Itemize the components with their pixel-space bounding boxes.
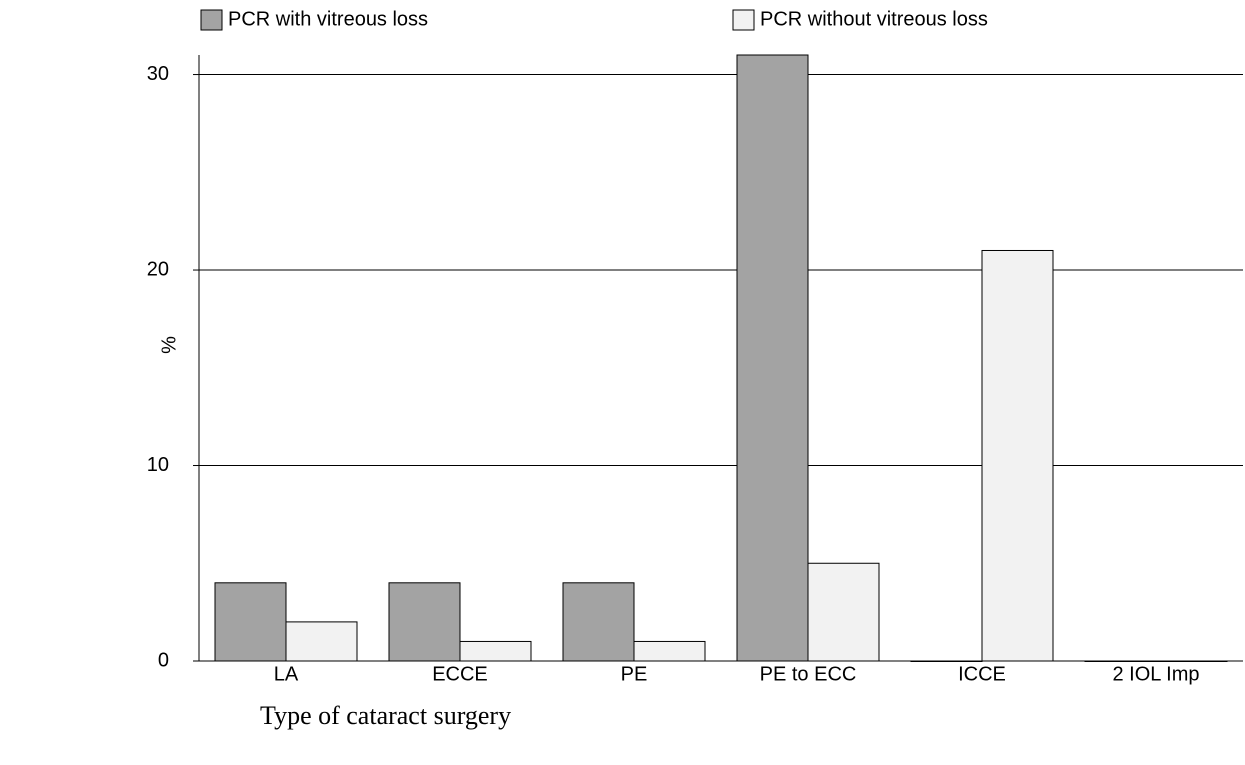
x-tick-label: LA	[274, 663, 299, 685]
bar	[633, 640, 706, 662]
bar	[214, 582, 287, 662]
y-tick-label: 10	[147, 454, 169, 476]
bar	[459, 640, 532, 662]
x-tick-label: 2 IOL Imp	[1112, 663, 1199, 685]
bar	[807, 562, 880, 662]
x-tick-label: PE	[621, 663, 648, 685]
bar	[736, 54, 809, 662]
x-tick-label: PE to ECC	[760, 663, 857, 685]
y-tick-label: 30	[147, 63, 169, 85]
legend-swatch	[200, 9, 223, 31]
x-tick-label: ECCE	[432, 663, 488, 685]
bar	[562, 582, 635, 662]
bar	[981, 249, 1054, 662]
bar	[388, 582, 461, 662]
legend-swatch	[732, 9, 755, 31]
y-tick-label: 0	[158, 649, 169, 671]
x-tick-label: ICCE	[958, 663, 1006, 685]
x-axis-title: Type of cataract surgery	[260, 701, 511, 730]
legend-label: PCR without vitreous loss	[760, 8, 988, 30]
y-axis-title: %	[158, 336, 180, 354]
legend-label: PCR with vitreous loss	[228, 8, 428, 30]
y-tick-label: 20	[147, 258, 169, 280]
bar	[285, 621, 358, 662]
